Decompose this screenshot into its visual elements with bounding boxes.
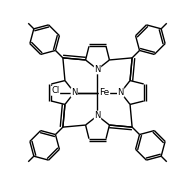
Text: Cl: Cl xyxy=(51,86,60,95)
Text: N: N xyxy=(94,65,101,74)
Text: N: N xyxy=(71,88,78,97)
Text: N: N xyxy=(94,111,101,120)
Text: Fe: Fe xyxy=(99,88,110,97)
Text: N: N xyxy=(117,88,124,97)
